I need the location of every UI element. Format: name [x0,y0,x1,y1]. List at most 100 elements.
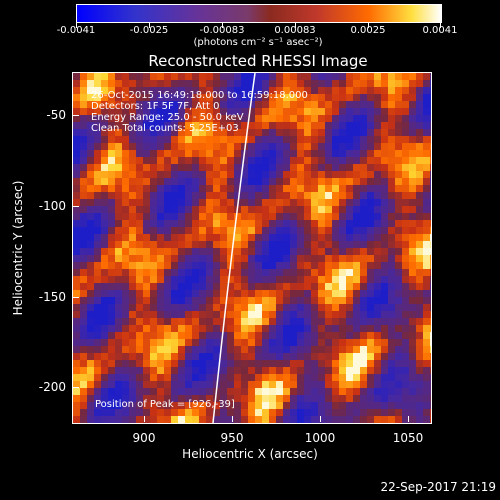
heatmap-cell [332,143,339,150]
heatmap-cell [311,80,318,87]
heatmap-cell [150,199,157,206]
heatmap-cell [269,234,276,241]
heatmap-cell [346,213,353,220]
time-range-text: 26-Oct-2015 16:49:18.000 to 16:59:18.000 [91,90,308,101]
heatmap-cell [129,143,136,150]
heatmap-cell [101,171,108,178]
heatmap-cell [129,402,136,409]
heatmap-cell [388,227,395,234]
heatmap-cell [409,276,416,283]
heatmap-cell [339,101,346,108]
heatmap-cell [241,115,248,122]
heatmap-cell [395,325,402,332]
heatmap-cell [262,241,269,248]
heatmap-cell [402,234,409,241]
heatmap-cell [304,388,311,395]
heatmap-cell [227,178,234,185]
heatmap-cell [234,290,241,297]
heatmap-cell [101,234,108,241]
heatmap-cell [304,157,311,164]
heatmap-cell [157,171,164,178]
detectors-text: Detectors: 1F 5F 7F, Att 0 [91,101,220,112]
heatmap-cell [423,150,430,157]
heatmap-cell [213,241,220,248]
heatmap-cell [206,185,213,192]
heatmap-cell [122,101,129,108]
heatmap-cell [311,346,318,353]
heatmap-cell [353,164,360,171]
heatmap-cell [290,297,297,304]
heatmap-cell [409,255,416,262]
heatmap-cell [220,374,227,381]
heatmap-cell [241,304,248,311]
heatmap-cell [423,192,430,199]
heatmap-cell [129,129,136,136]
heatmap-cell [360,80,367,87]
heatmap-cell [73,388,80,395]
heatmap-cell [325,220,332,227]
heatmap-cell [374,255,381,262]
heatmap-cell [220,94,227,101]
heatmap-cell [178,360,185,367]
heatmap-cell [122,290,129,297]
heatmap-cell [339,136,346,143]
heatmap-cell [115,374,122,381]
heatmap-cell [276,87,283,94]
heatmap-cell [94,136,101,143]
heatmap-cell [430,157,431,164]
heatmap-cell [262,325,269,332]
heatmap-cell [143,80,150,87]
heatmap-cell [262,395,269,402]
heatmap-cell [409,262,416,269]
heatmap-cell [227,199,234,206]
heatmap-cell [241,199,248,206]
heatmap-cell [157,227,164,234]
heatmap-cell [409,304,416,311]
heatmap-cell [395,206,402,213]
heatmap-cell [129,73,136,80]
heatmap-cell [388,402,395,409]
heatmap-cell [234,262,241,269]
heatmap-cell [87,276,94,283]
heatmap-cell [220,255,227,262]
heatmap-cell [402,262,409,269]
heatmap-cell [395,227,402,234]
heatmap-cell [108,241,115,248]
heatmap-cell [318,290,325,297]
heatmap-cell [423,339,430,346]
heatmap-cell [157,381,164,388]
heatmap-cell [171,108,178,115]
heatmap-cell [108,164,115,171]
heatmap-cell [325,241,332,248]
heatmap-cell [255,129,262,136]
heatmap-cell [395,269,402,276]
heatmap-cell [192,360,199,367]
heatmap-cell [87,164,94,171]
heatmap-cell [234,220,241,227]
heatmap-cell [402,241,409,248]
heatmap-cell [80,87,87,94]
heatmap-cell [325,339,332,346]
heatmap-cell [430,136,431,143]
heatmap-cell [122,185,129,192]
heatmap-cell [234,353,241,360]
heatmap-cell [87,416,94,423]
heatmap-cell [115,248,122,255]
heatmap-cell [430,164,431,171]
heatmap-cell [269,367,276,374]
footer-timestamp: 22-Sep-2017 21:19 [380,480,496,494]
heatmap-cell [87,297,94,304]
heatmap-cell [339,150,346,157]
heatmap-cell [311,269,318,276]
heatmap-cell [220,402,227,409]
heatmap-cell [206,115,213,122]
heatmap-cell [416,80,423,87]
heatmap-cell [283,297,290,304]
heatmap-cell [101,402,108,409]
heatmap-cell [423,206,430,213]
heatmap-cell [213,353,220,360]
heatmap-cell [87,73,94,80]
heatmap-cell [325,388,332,395]
heatmap-cell [206,416,213,423]
heatmap-cell [73,199,80,206]
